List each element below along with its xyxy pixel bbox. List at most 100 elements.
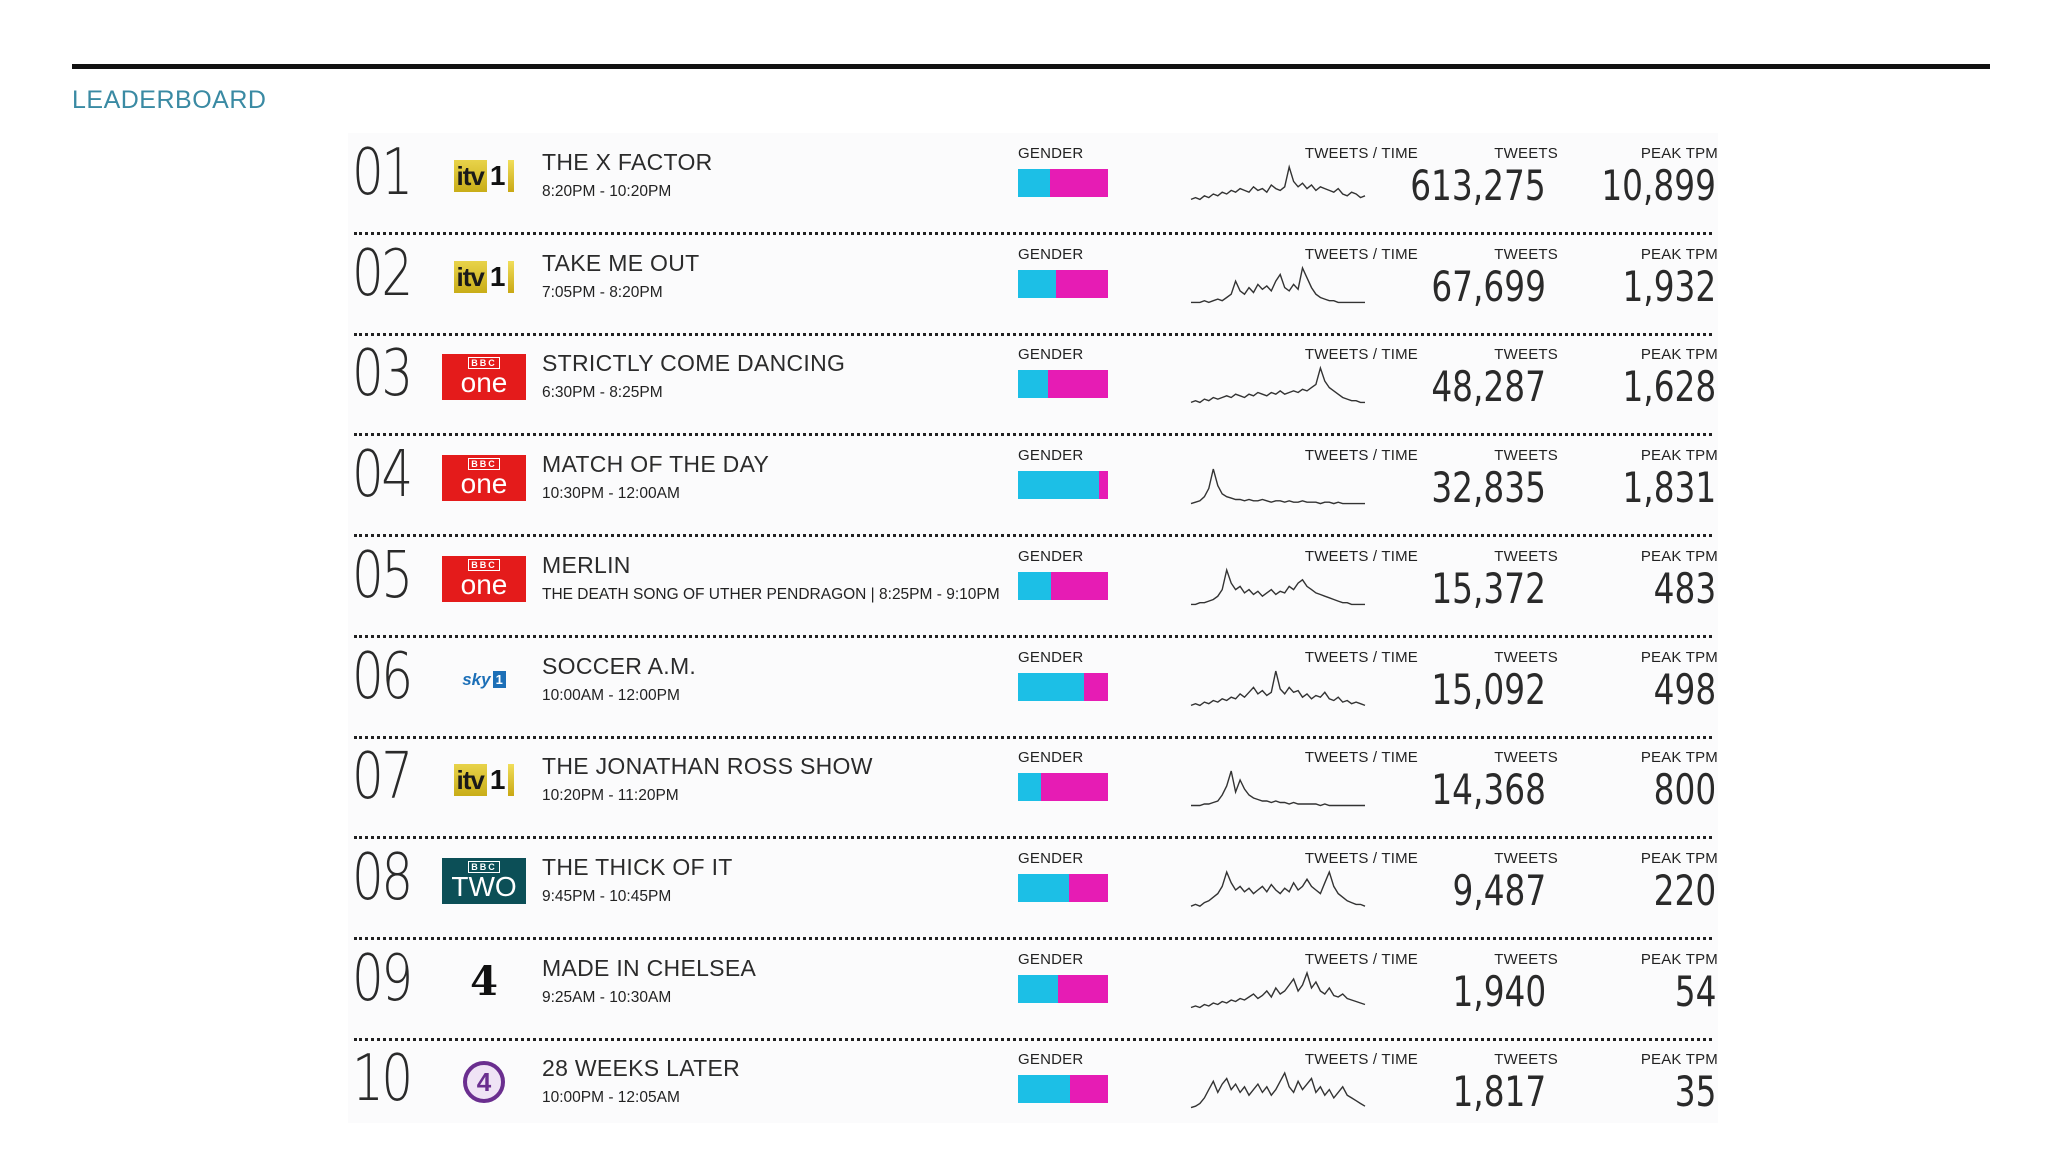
leaderboard-row[interactable]: 04 BBC one MATCH OF THE DAY 10:30PM - 12:…	[348, 435, 1718, 538]
peak-tpm-value: 1,628	[1622, 362, 1716, 412]
tweets-time-sparkline	[1190, 869, 1366, 907]
show-time: 10:30PM - 12:00AM	[542, 485, 680, 503]
tweets-label: TWEETS	[1494, 950, 1558, 968]
gender-male-segment	[1018, 169, 1050, 197]
gender-bar	[1018, 571, 1108, 600]
tweets-time-label: TWEETS / TIME	[1304, 849, 1418, 867]
tweets-count: 9,487	[1452, 865, 1546, 915]
sparkline-path	[1190, 970, 1366, 1008]
sparkline-path	[1190, 365, 1365, 404]
tweets-count: 15,372	[1431, 563, 1546, 613]
peak-tpm-label: PEAK TPM	[1640, 447, 1718, 465]
show-time: THE DEATH SONG OF UTHER PENDRAGON | 8:25…	[542, 585, 1000, 603]
leaderboard-row[interactable]: 03 BBC one STRICTLY COME DANCING 6:30PM -…	[348, 334, 1718, 437]
gender-label: GENDER	[1018, 245, 1084, 263]
show-title: MATCH OF THE DAY	[542, 451, 770, 478]
gender-male-segment	[1018, 672, 1084, 701]
channel-logo: itv 1	[442, 757, 526, 803]
rank-number: 09	[352, 941, 413, 1016]
gender-female-segment	[1041, 773, 1108, 802]
gender-female-segment	[1057, 974, 1108, 1003]
peak-tpm-value: 1,831	[1622, 463, 1716, 513]
leaderboard-row[interactable]: 07 itv 1 THE JONATHAN ROSS SHOW 10:20PM -…	[348, 737, 1718, 840]
sparkline-path	[1190, 869, 1366, 907]
tweets-count: 613,275	[1410, 161, 1546, 210]
leaderboard-row[interactable]: 01 itv 1 THE X FACTOR 8:20PM - 10:20PM GE…	[348, 133, 1718, 235]
gender-bar	[1018, 370, 1108, 399]
rank-number: 08	[352, 840, 413, 915]
gender-bar	[1018, 974, 1108, 1003]
gender-bar	[1018, 471, 1108, 500]
leaderboard-row[interactable]: 05 BBC one MERLIN THE DEATH SONG OF UTHER…	[348, 536, 1718, 638]
row-divider	[354, 332, 1712, 336]
gender-male-segment	[1018, 974, 1058, 1003]
sparkline-path	[1191, 567, 1365, 605]
leaderboard-row[interactable]: 06 sky 1 SOCCER A.M. 10:00AM - 12:00PM GE…	[348, 637, 1718, 739]
leaderboard-table: 01 itv 1 THE X FACTOR 8:20PM - 10:20PM GE…	[348, 133, 1718, 1123]
top-rule	[72, 64, 1990, 69]
show-time: 9:25AM - 10:30AM	[542, 988, 672, 1006]
sparkline-path	[1190, 164, 1366, 201]
rank-number: 10	[352, 1042, 413, 1117]
gender-bar	[1018, 873, 1108, 902]
page-title: LEADERBOARD	[72, 86, 267, 114]
sparkline-path	[1191, 770, 1365, 807]
rank-number: 01	[352, 136, 413, 210]
gender-label: GENDER	[1018, 749, 1084, 767]
tweets-label: TWEETS	[1494, 749, 1558, 767]
gender-female-segment	[1099, 471, 1108, 500]
show-time: 8:20PM - 10:20PM	[542, 183, 672, 200]
peak-tpm-value: 483	[1653, 563, 1716, 613]
tweets-time-sparkline	[1190, 670, 1366, 706]
show-time: 7:05PM - 8:20PM	[542, 283, 663, 301]
gender-label: GENDER	[1018, 547, 1084, 565]
peak-tpm-value: 35	[1674, 1067, 1716, 1117]
tweets-time-label: TWEETS / TIME	[1304, 1051, 1418, 1069]
gender-bar	[1018, 169, 1108, 197]
gender-male-segment	[1018, 773, 1042, 802]
show-title: MERLIN	[542, 551, 631, 578]
rank-number: 07	[352, 740, 413, 815]
tweets-count: 48,287	[1431, 362, 1546, 412]
gender-bar	[1018, 1075, 1108, 1104]
leaderboard-row[interactable]: 08 BBC TWO THE THICK OF IT 9:45PM - 10:45…	[348, 838, 1718, 940]
tweets-time-sparkline	[1190, 164, 1366, 201]
channel-logo: BBC one	[442, 555, 526, 602]
tweets-time-label: TWEETS / TIME	[1304, 547, 1418, 565]
tweets-time-sparkline	[1190, 970, 1366, 1008]
e4-logo-icon: 4	[463, 1061, 505, 1104]
leaderboard-row[interactable]: 10 4 28 WEEKS LATER 10:00PM - 12:05AM GE…	[348, 1039, 1718, 1139]
row-divider	[354, 936, 1712, 940]
gender-male-segment	[1018, 873, 1070, 902]
itv1-logo-icon: itv 1	[453, 260, 515, 293]
peak-tpm-label: PEAK TPM	[1640, 648, 1718, 666]
show-title: MADE IN CHELSEA	[542, 954, 757, 981]
peak-tpm-label: PEAK TPM	[1640, 1051, 1718, 1069]
peak-tpm-value: 54	[1674, 966, 1716, 1016]
show-title: 28 WEEKS LATER	[542, 1055, 741, 1082]
gender-label: GENDER	[1018, 145, 1084, 162]
gender-female-segment	[1069, 873, 1108, 902]
show-title: TAKE ME OUT	[542, 249, 700, 276]
tweets-label: TWEETS	[1494, 547, 1558, 565]
peak-tpm-label: PEAK TPM	[1640, 145, 1718, 162]
show-title: THE X FACTOR	[542, 149, 713, 175]
show-time: 10:20PM - 11:20PM	[542, 787, 679, 805]
show-time: 10:00AM - 12:00PM	[542, 686, 680, 704]
peak-tpm-label: PEAK TPM	[1640, 849, 1718, 867]
tweets-label: TWEETS	[1494, 447, 1558, 465]
tweets-count: 32,835	[1431, 463, 1546, 513]
tweets-label: TWEETS	[1494, 849, 1558, 867]
itv1-logo-icon: itv 1	[453, 764, 515, 797]
tweets-time-sparkline	[1190, 365, 1365, 404]
rank-number: 02	[352, 236, 413, 311]
channel-logo: BBC TWO	[442, 857, 526, 904]
gender-label: GENDER	[1018, 950, 1084, 968]
gender-female-segment	[1047, 370, 1108, 399]
tweets-label: TWEETS	[1494, 245, 1558, 263]
leaderboard-row[interactable]: 09 4 MADE IN CHELSEA 9:25AM - 10:30AM GE…	[348, 939, 1718, 1041]
channel-logo: BBC one	[442, 354, 526, 401]
tweets-time-label: TWEETS / TIME	[1304, 245, 1418, 263]
show-title: SOCCER A.M.	[542, 652, 697, 679]
leaderboard-row[interactable]: 02 itv 1 TAKE ME OUT 7:05PM - 8:20PM GEND…	[348, 234, 1718, 336]
